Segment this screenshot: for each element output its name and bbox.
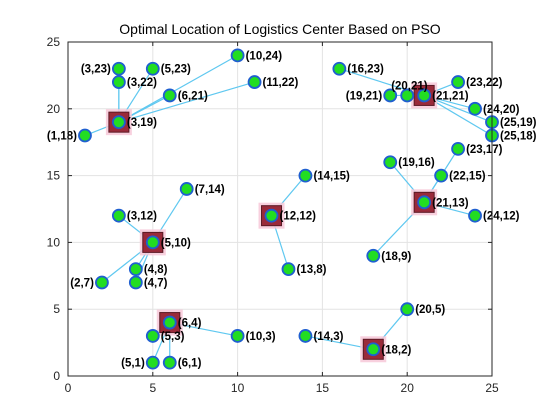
data-point	[145, 355, 160, 370]
data-point	[468, 101, 482, 116]
data-point	[400, 88, 415, 103]
data-point	[366, 342, 381, 357]
point-label: (3,23)	[81, 64, 111, 76]
point-label: (23,22)	[466, 77, 503, 89]
point-label: (13,8)	[296, 264, 326, 276]
chart-title: Optimal Location of Logistics Center Bas…	[119, 21, 441, 37]
point-label: (23,17)	[466, 144, 503, 156]
point-label: (3,22)	[127, 77, 157, 89]
point-label: (6,4)	[178, 318, 202, 330]
data-point	[451, 75, 465, 89]
axis-ticks: 0 5 10 15 20 25 0 5 10 15 20 25	[47, 35, 499, 395]
point-label: (5,3)	[161, 331, 185, 343]
point-label: (10,24)	[246, 50, 283, 62]
data-point	[366, 248, 381, 263]
point-label: (22,15)	[449, 171, 486, 183]
point-label: (21,21)	[432, 90, 469, 102]
data-point	[111, 61, 126, 76]
point-label: (1,18)	[47, 131, 77, 143]
point-label: (25,19)	[500, 117, 537, 129]
data-point	[332, 61, 347, 76]
data-point	[162, 88, 177, 103]
data-point	[128, 275, 143, 290]
data-point	[111, 208, 126, 223]
point-label: (24,20)	[483, 104, 520, 116]
data-point	[417, 88, 432, 103]
point-label: (20,21)	[391, 80, 428, 92]
data-point	[95, 275, 109, 290]
assignment-link	[118, 81, 255, 123]
plot-frame	[67, 41, 493, 377]
data-point	[145, 235, 160, 250]
data-point	[230, 48, 245, 63]
data-point	[247, 75, 262, 89]
data-point	[298, 168, 313, 183]
point-label: (12,12)	[280, 211, 317, 223]
data-point	[230, 329, 245, 343]
point-label: (11,22)	[263, 77, 299, 89]
data-point	[179, 182, 194, 196]
point-label: (6,21)	[178, 90, 208, 102]
point-label: (18,9)	[381, 251, 411, 263]
data-point	[145, 61, 160, 76]
assignment-link	[118, 54, 238, 123]
demand-points	[78, 48, 499, 370]
data-point	[434, 168, 449, 183]
data-point	[128, 262, 143, 277]
data-point	[451, 141, 465, 156]
point-label: (24,12)	[483, 211, 520, 223]
point-label: (4,7)	[144, 277, 168, 289]
y-tick-label: 25	[47, 35, 61, 49]
x-tick-label: 10	[231, 381, 245, 395]
y-tick-label: 0	[53, 369, 60, 383]
data-point	[383, 88, 398, 103]
data-point	[468, 208, 482, 223]
point-label: (3,19)	[127, 117, 157, 129]
point-label: (5,23)	[161, 64, 191, 76]
point-label: (19,21)	[346, 90, 383, 102]
point-label: (4,8)	[144, 264, 168, 276]
x-tick-label: 25	[485, 381, 499, 395]
data-point	[281, 262, 296, 277]
data-point	[417, 195, 432, 210]
data-point	[162, 355, 177, 370]
data-point	[383, 155, 398, 170]
data-point	[162, 315, 177, 330]
point-label: (6,1)	[178, 358, 202, 370]
point-label: (3,12)	[127, 211, 157, 223]
x-tick-label: 20	[401, 381, 415, 395]
y-tick-label: 15	[47, 169, 61, 183]
point-label: (5,1)	[121, 358, 145, 370]
point-label: (20,5)	[415, 304, 445, 316]
y-tick-label: 10	[47, 235, 61, 249]
point-label: (21,13)	[432, 197, 469, 209]
point-label: (14,15)	[313, 171, 350, 183]
x-tick-label: 0	[65, 381, 72, 395]
data-point	[78, 128, 92, 143]
x-tick-label: 5	[149, 381, 156, 395]
data-point	[111, 115, 126, 130]
point-label: (16,23)	[347, 64, 384, 76]
y-tick-label: 5	[53, 302, 60, 316]
x-tick-label: 15	[316, 381, 330, 395]
point-label: (18,2)	[381, 344, 411, 356]
point-label: (5,10)	[161, 237, 191, 249]
data-point	[264, 208, 279, 223]
point-label: (2,7)	[70, 277, 94, 289]
data-point	[111, 75, 126, 89]
point-label: (7,14)	[195, 184, 225, 196]
data-point	[145, 329, 160, 343]
data-point	[400, 302, 415, 317]
point-label: (25,18)	[500, 131, 537, 143]
point-label: (10,3)	[246, 331, 276, 343]
y-tick-label: 20	[47, 102, 61, 116]
data-point	[298, 329, 313, 343]
point-labels: (3,23) (5,23) (10,24) (16,23) (3,22) (11,22) (…	[47, 50, 537, 369]
point-label: (19,16)	[398, 157, 435, 169]
point-label: (14,3)	[313, 331, 343, 343]
